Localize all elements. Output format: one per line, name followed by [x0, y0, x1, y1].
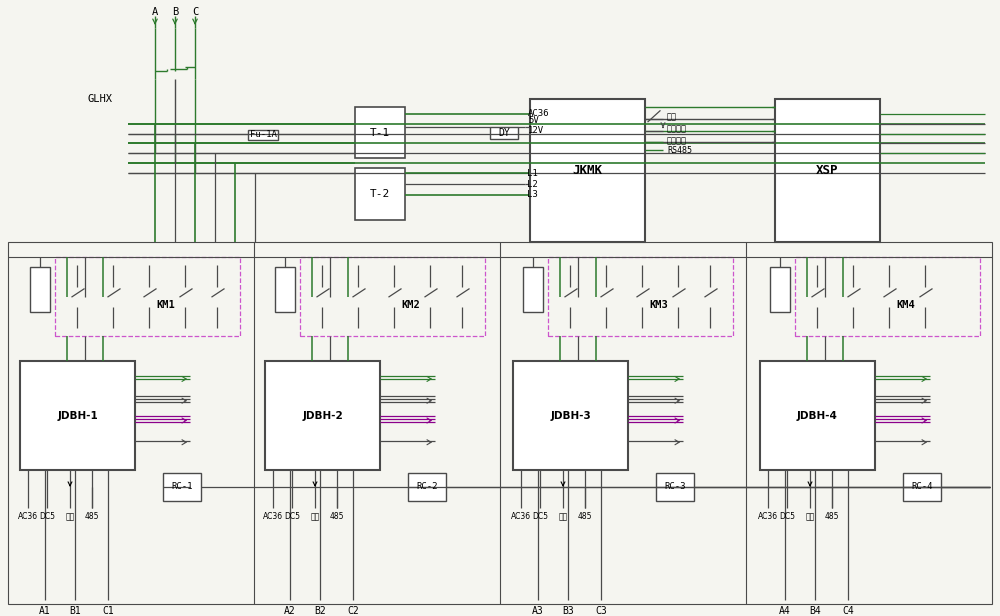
Text: 漏电试验: 漏电试验 [667, 136, 687, 145]
Bar [770, 267, 790, 312]
Text: KM1: KM1 [157, 300, 175, 310]
Text: A4: A4 [779, 606, 791, 616]
Text: JKMK: JKMK [572, 164, 602, 177]
Bar [795, 257, 980, 336]
Text: 启停: 启停 [805, 512, 815, 521]
Text: A1: A1 [39, 606, 51, 616]
Bar [55, 257, 240, 336]
Bar [275, 267, 295, 312]
Text: DY: DY [498, 128, 510, 137]
Text: XSP: XSP [816, 164, 839, 177]
Bar [513, 361, 628, 470]
Text: RC-2: RC-2 [416, 482, 438, 492]
Text: AC36: AC36 [758, 512, 778, 521]
Text: L2: L2 [527, 179, 538, 188]
Text: AC36: AC36 [18, 512, 38, 521]
Bar [490, 127, 518, 139]
Bar [163, 473, 201, 501]
Text: T-1: T-1 [370, 128, 390, 137]
Text: JDBH-1: JDBH-1 [57, 410, 98, 421]
Text: RS485: RS485 [667, 146, 692, 155]
Text: DC5: DC5 [532, 512, 548, 521]
Text: C1: C1 [102, 606, 114, 616]
Bar [903, 473, 941, 501]
Text: T-2: T-2 [370, 189, 390, 199]
Bar [408, 473, 446, 501]
Text: 5V: 5V [528, 116, 539, 125]
Text: A: A [152, 7, 158, 17]
Text: 启停: 启停 [558, 512, 568, 521]
Text: DC5: DC5 [284, 512, 300, 521]
Bar [20, 361, 135, 470]
Text: 485: 485 [85, 512, 99, 521]
Bar [656, 473, 694, 501]
Text: C: C [192, 7, 198, 17]
Text: KM4: KM4 [897, 300, 915, 310]
Text: B: B [172, 7, 178, 17]
Text: 12V: 12V [528, 126, 544, 135]
Bar [760, 361, 875, 470]
Text: B4: B4 [809, 606, 821, 616]
Text: A2: A2 [284, 606, 296, 616]
Bar [530, 99, 645, 243]
Text: L3: L3 [527, 190, 538, 200]
Text: C3: C3 [595, 606, 607, 616]
Text: B3: B3 [562, 606, 574, 616]
Text: C4: C4 [842, 606, 854, 616]
Text: AC36: AC36 [263, 512, 283, 521]
Text: 485: 485 [825, 512, 839, 521]
Text: C2: C2 [347, 606, 359, 616]
Text: B1: B1 [69, 606, 81, 616]
Text: AC36: AC36 [528, 109, 550, 118]
Bar [548, 257, 733, 336]
Bar [265, 361, 380, 470]
Text: A3: A3 [532, 606, 544, 616]
Bar [8, 243, 992, 604]
Text: Fu-1A: Fu-1A [250, 130, 276, 139]
Text: JDBH-3: JDBH-3 [550, 410, 591, 421]
Text: DC5: DC5 [779, 512, 795, 521]
Text: 故障复位: 故障复位 [667, 124, 687, 133]
Bar [523, 267, 543, 312]
Text: AC36: AC36 [511, 512, 531, 521]
Text: RC-4: RC-4 [911, 482, 933, 492]
Text: DC5: DC5 [39, 512, 55, 521]
Text: L1: L1 [527, 169, 538, 177]
Text: 启停: 启停 [310, 512, 320, 521]
Text: RC-3: RC-3 [664, 482, 686, 492]
Text: JDBH-2: JDBH-2 [302, 410, 343, 421]
Bar [300, 257, 485, 336]
Bar [775, 99, 880, 243]
Text: 485: 485 [330, 512, 344, 521]
Text: KM3: KM3 [650, 300, 668, 310]
Bar [30, 267, 50, 312]
Text: RC-1: RC-1 [171, 482, 193, 492]
Bar [355, 168, 405, 220]
Text: 启停: 启停 [65, 512, 75, 521]
Text: 工作: 工作 [667, 112, 677, 121]
Text: GLHX: GLHX [88, 94, 113, 104]
Text: JDBH-4: JDBH-4 [797, 410, 838, 421]
Bar [355, 107, 405, 158]
Text: 485: 485 [578, 512, 592, 521]
Bar [248, 129, 278, 139]
Text: KM2: KM2 [402, 300, 420, 310]
Text: B2: B2 [314, 606, 326, 616]
